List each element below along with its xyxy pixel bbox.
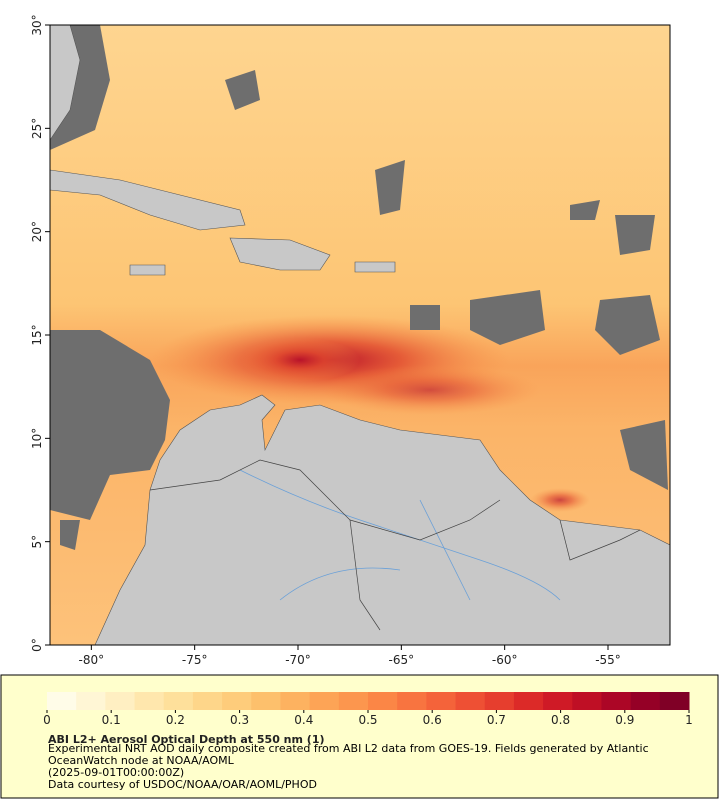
y-tick-label: 10° xyxy=(30,428,44,449)
colorbar-swatch xyxy=(47,692,77,710)
x-tick-label: -75° xyxy=(182,653,208,667)
colorbar-swatch xyxy=(76,692,106,710)
y-tick-label: 30° xyxy=(30,14,44,35)
colorbar-tick-label: 0.3 xyxy=(230,713,249,727)
colorbar-swatch xyxy=(309,692,340,710)
colorbar-tick-label: 0.1 xyxy=(102,713,121,727)
colorbar-swatch xyxy=(572,692,602,710)
colorbar-swatch xyxy=(280,692,311,710)
y-tick-label: 5° xyxy=(30,535,44,549)
colorbar-swatch xyxy=(513,692,544,710)
colorbar-swatch xyxy=(338,692,369,710)
aerosol-plume xyxy=(320,365,540,415)
colorbar-swatch xyxy=(484,692,515,710)
y-tick-label: 15° xyxy=(30,324,44,345)
map xyxy=(50,25,670,645)
aerosol-plume xyxy=(530,488,590,512)
colorbar-swatch xyxy=(397,692,427,710)
credit: Data courtesy of USDOC/NOAA/OAR/AOML/PHO… xyxy=(48,778,317,791)
x-tick-label: -65° xyxy=(389,653,415,667)
aerosol-plume xyxy=(240,338,360,382)
title: ABI L2+ Aerosol Optical Depth at 550 nm … xyxy=(48,733,325,746)
colorbar-tick-label: 0.8 xyxy=(551,713,570,727)
colorbar-swatch xyxy=(192,692,223,710)
timestamp: (2025-09-01T00:00:00Z) xyxy=(48,766,185,779)
land xyxy=(50,25,670,645)
colorbar-swatch xyxy=(368,692,398,710)
colorbar-swatch xyxy=(630,692,661,710)
colorbar-swatch xyxy=(659,692,690,710)
y-tick-label: 25° xyxy=(30,118,44,139)
colorbar-tick-label: 0.4 xyxy=(294,713,313,727)
colorbar-swatch xyxy=(455,692,486,710)
colorbar-swatch xyxy=(134,692,165,710)
colorbar-swatch xyxy=(105,692,136,710)
colorbar-swatch xyxy=(251,692,281,710)
colorbar-tick-label: 0.6 xyxy=(423,713,442,727)
x-tick-label: -60° xyxy=(492,653,518,667)
colorbar-tick-label: 1 xyxy=(685,713,693,727)
colorbar-tick-label: 0 xyxy=(43,713,51,727)
description: Experimental NRT AOD daily composite cre… xyxy=(48,742,649,767)
y-tick-label: 20° xyxy=(30,221,44,242)
caption: Experimental NRT AOD daily composite cre… xyxy=(48,743,688,791)
rivers xyxy=(239,469,561,601)
colorbar-tick-label: 0.5 xyxy=(358,713,377,727)
colorbar-swatch xyxy=(163,692,194,710)
colorbar-swatch xyxy=(601,692,632,710)
colorbar-swatch xyxy=(543,692,573,710)
colorbar-tick-label: 0.2 xyxy=(166,713,185,727)
borders xyxy=(149,459,641,631)
colorbar-tick-label: 0.9 xyxy=(615,713,634,727)
x-tick-label: -80° xyxy=(79,653,105,667)
x-tick-label: -55° xyxy=(595,653,621,667)
y-tick-label: 0° xyxy=(30,638,44,652)
colorbar-tick-label: 0.7 xyxy=(487,713,506,727)
colorbar-swatch xyxy=(426,692,457,710)
x-tick-label: -70° xyxy=(285,653,311,667)
colorbar-swatch xyxy=(222,692,252,710)
